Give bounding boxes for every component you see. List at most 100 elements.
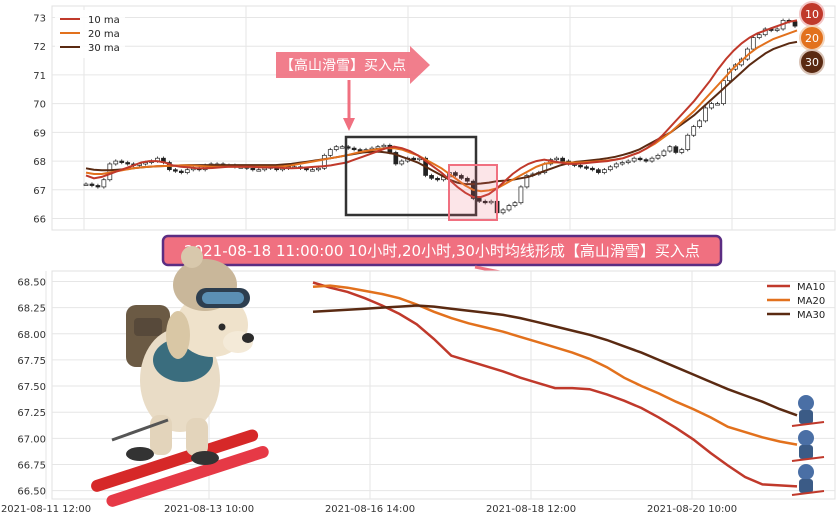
skier-sticker-2-body — [799, 445, 813, 459]
candle-body — [774, 28, 780, 31]
top-legend: 10 ma 20 ma 30 ma — [55, 10, 125, 58]
top-line-ma20 — [85, 29, 798, 193]
skier-sticker-3 — [791, 464, 825, 496]
ski-left — [91, 429, 259, 492]
candle-body — [321, 154, 327, 169]
bottom-x-tick-label: 2021-08-20 10:00 — [647, 504, 737, 515]
candle-body — [316, 167, 321, 171]
top-y-tick-label: 66 — [33, 215, 46, 226]
skier-sticker-2-head — [798, 430, 814, 446]
candle-body — [101, 179, 107, 188]
legend-label-ma30-bottom: MA30 — [797, 310, 825, 321]
candle-body — [453, 172, 458, 176]
ma-badges: 10 20 30 — [799, 1, 825, 75]
candle-body — [625, 160, 631, 163]
ski-right — [106, 446, 269, 507]
top-y-tick-label: 72 — [33, 42, 46, 53]
candle-body — [125, 162, 131, 165]
top-y-tick-label: 71 — [33, 71, 46, 82]
dog-boot-left — [126, 447, 154, 461]
top-y-tick-label: 70 — [33, 100, 46, 111]
candle-body — [685, 134, 691, 150]
candle-body — [89, 183, 95, 186]
skiing-dog-illustration — [91, 246, 269, 507]
candle-body — [351, 147, 357, 151]
candle-body — [435, 177, 440, 181]
bottom-ma-panel: 66.50 66.75 67.00 67.25 67.50 67.75 68.00 68.25… — [1, 246, 836, 515]
badge-ma10-label: 10 — [805, 8, 819, 21]
candle-body — [524, 175, 530, 188]
candle-body — [709, 103, 714, 109]
candle-body — [667, 146, 673, 152]
top-y-tick-label: 69 — [33, 128, 46, 139]
candle-body — [250, 167, 256, 171]
candle-body — [554, 157, 560, 161]
bottom-y-tick-label: 68.00 — [17, 330, 46, 341]
legend-label-ma30: 30 ma — [88, 43, 120, 54]
buy-point-callout: 【高山滑雪】买入点 — [276, 46, 430, 131]
dog-boot-right — [191, 451, 219, 465]
bottom-y-tick-label: 68.25 — [17, 304, 46, 315]
bottom-y-tick-label: 67.00 — [17, 434, 46, 445]
top-ma-lines — [85, 19, 798, 198]
skier-sticker-1-body — [799, 410, 813, 424]
candle-body — [119, 160, 125, 163]
candle-body — [631, 157, 637, 162]
candle-body — [560, 157, 565, 162]
signal-banner-text: 2021-08-18 11:00:00 10小时,20小时,30小时均线形成【高… — [184, 242, 700, 260]
candle-body — [95, 185, 101, 188]
pattern-box — [344, 135, 478, 217]
bottom-y-tick-label: 66.75 — [17, 460, 46, 471]
candle-body — [506, 205, 512, 211]
bottom-line-ma30 — [312, 304, 798, 417]
candle-body — [756, 34, 762, 38]
candle-body — [178, 170, 184, 173]
top-y-tick-labels: 66 67 68 69 70 71 72 73 — [33, 13, 46, 225]
bottom-x-tick-labels: 2021-08-11 12:00 2021-08-13 10:00 2021-08-… — [1, 504, 737, 515]
candle-body — [679, 149, 685, 153]
callout-arrow-shape — [276, 46, 430, 84]
skier-sticker-1 — [791, 395, 825, 427]
candle-body — [750, 37, 756, 50]
candle-body — [184, 169, 190, 173]
candle-body — [518, 186, 524, 204]
skier-sticker-3-ski — [791, 490, 825, 496]
candle-body — [601, 169, 607, 173]
bottom-x-tick-label: 2021-08-13 10:00 — [164, 504, 254, 515]
candle-body — [619, 162, 625, 165]
candle-body — [262, 167, 268, 171]
ski-pole — [111, 418, 169, 442]
candle-body — [715, 103, 720, 106]
candle-body — [512, 202, 518, 206]
candle-body — [643, 159, 649, 162]
candle-body — [703, 107, 708, 122]
dog-leg-right — [186, 418, 208, 456]
candle-body — [721, 80, 726, 104]
badge-ma20-label: 20 — [805, 32, 819, 45]
candle-body — [357, 149, 363, 152]
candle-body — [691, 126, 697, 136]
dog-ear — [166, 311, 190, 359]
legend-label-ma10-bottom: MA10 — [797, 282, 825, 293]
skier-sticker-2 — [791, 430, 825, 462]
candle-body — [488, 200, 494, 204]
candle-body — [590, 167, 595, 171]
candle-body — [459, 175, 464, 179]
candle-body — [256, 169, 262, 172]
top-grid — [52, 6, 835, 230]
legend-label-ma20-bottom: MA20 — [797, 296, 825, 307]
skier-sticker-3-body — [799, 479, 813, 493]
bottom-line-ma10 — [312, 281, 798, 488]
legend-label-ma20: 20 ma — [88, 29, 120, 40]
bottom-y-tick-label: 66.50 — [17, 487, 46, 498]
top-y-tick-label: 73 — [33, 13, 46, 24]
skier-sticker-1-ski — [791, 421, 825, 427]
skier-sticker-3-head — [798, 464, 814, 480]
bottom-y-tick-label: 67.50 — [17, 382, 46, 393]
bottom-x-tick-label: 2021-08-16 14:00 — [325, 504, 415, 515]
candle-body — [339, 146, 345, 149]
badge-ma30 — [799, 49, 825, 75]
candle-body — [482, 200, 488, 204]
top-line-ma30 — [85, 40, 798, 186]
